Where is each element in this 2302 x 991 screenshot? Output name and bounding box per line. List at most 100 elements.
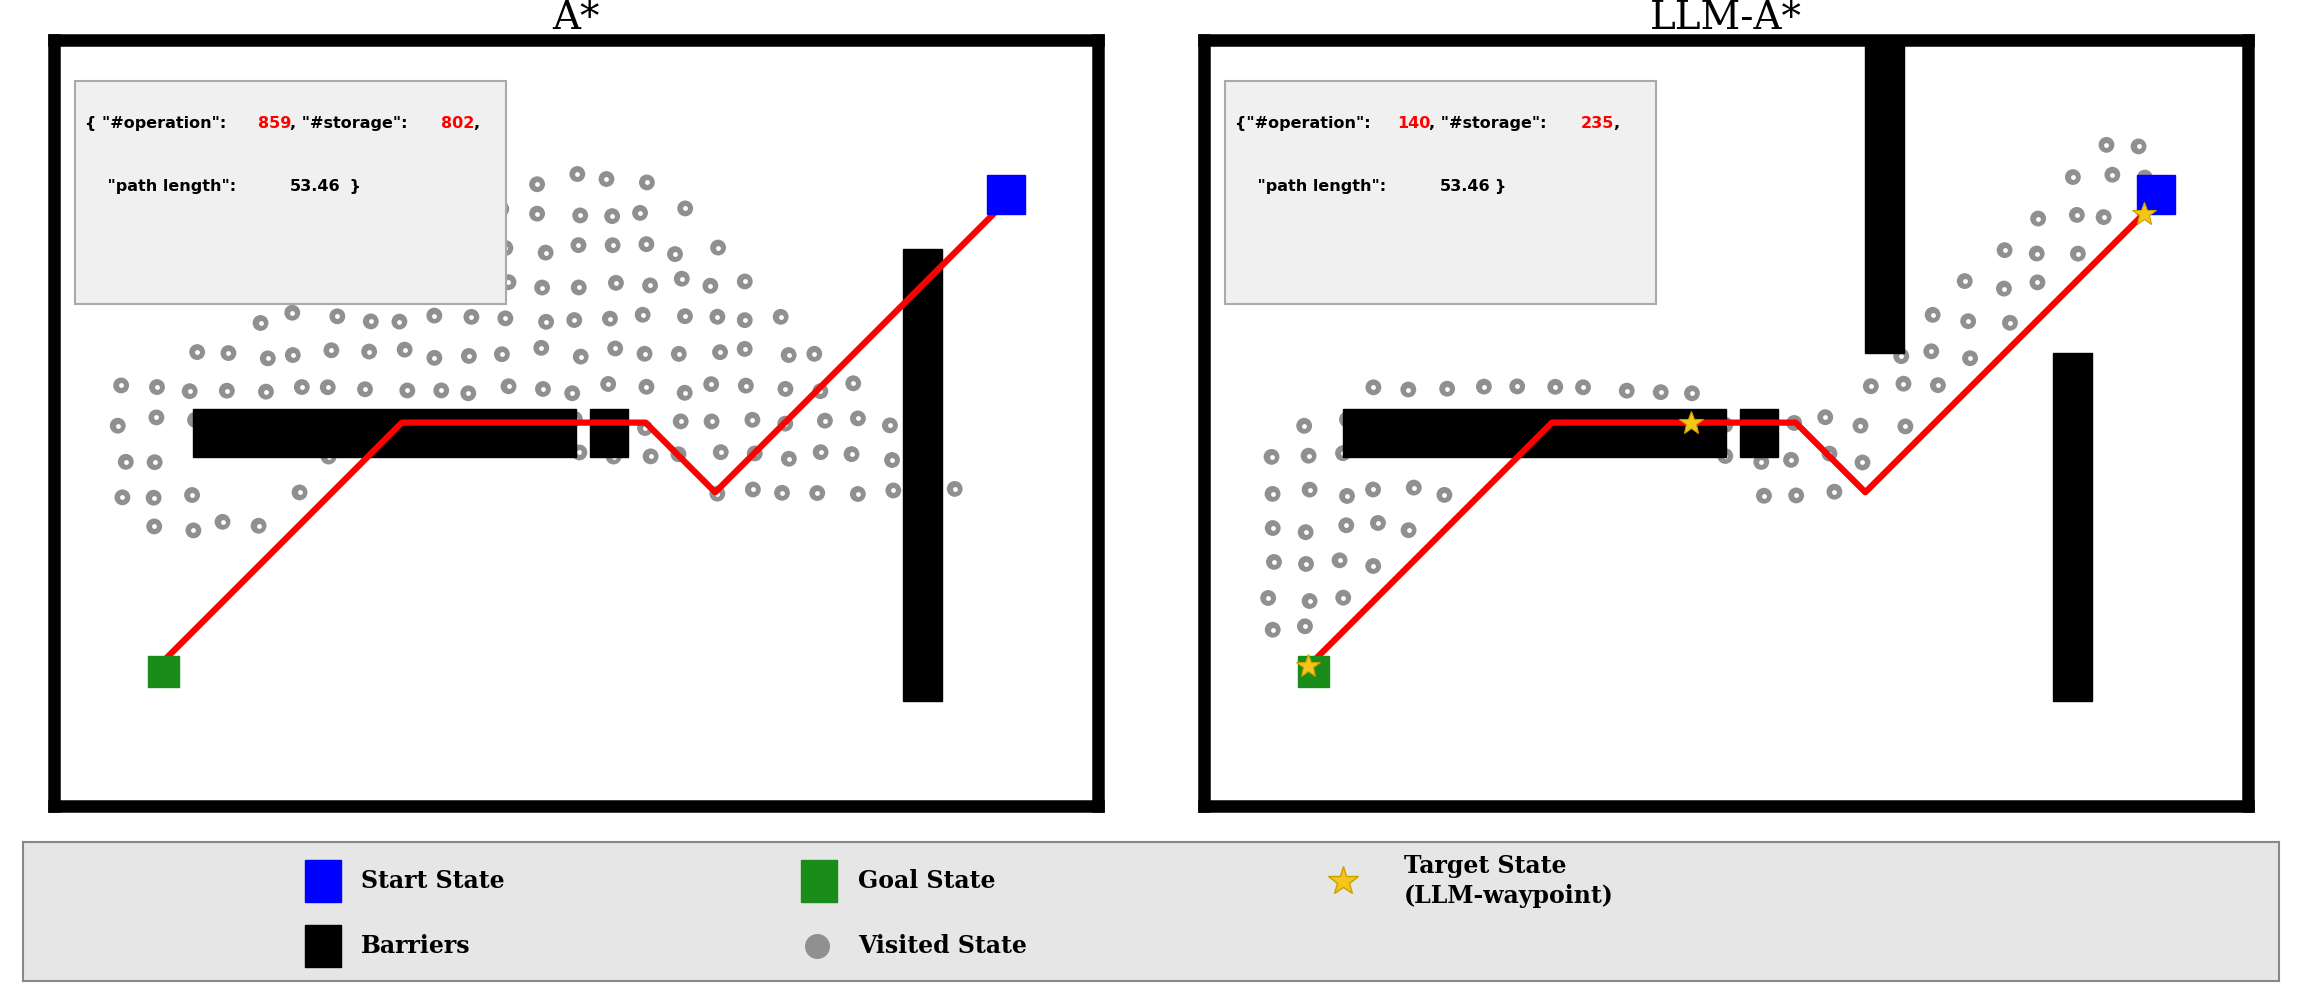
Point (382, 314, 419, 330)
Point (700, 240, 737, 256)
Point (1390, 413, 1427, 429)
Point (99, 418, 136, 434)
Point (205, 514, 242, 530)
Point (727, 378, 764, 393)
Point (387, 419, 424, 435)
Point (594, 208, 631, 224)
Point (559, 279, 596, 295)
Point (840, 486, 877, 501)
Point (104, 378, 140, 393)
Point (456, 410, 493, 426)
Point (2053, 169, 2090, 185)
Bar (304, 926, 341, 967)
Point (727, 312, 764, 328)
Point (108, 454, 145, 470)
Point (587, 171, 624, 187)
Point (702, 344, 739, 360)
Point (414, 273, 451, 288)
Point (453, 236, 490, 252)
Point (727, 274, 764, 289)
Text: Target State
(LLM-waypoint): Target State (LLM-waypoint) (1404, 854, 1614, 908)
Point (665, 385, 702, 400)
Point (1390, 413, 1427, 429)
Point (1255, 554, 1291, 570)
Point (1639, 418, 1676, 434)
Point (424, 383, 460, 398)
Point (2086, 209, 2122, 225)
Point (806, 412, 843, 428)
Point (628, 236, 665, 252)
Bar (2136, 175, 2175, 214)
Point (1390, 382, 1427, 397)
Point (1604, 412, 1641, 428)
Point (104, 378, 140, 393)
Point (596, 341, 633, 357)
Point (693, 413, 730, 429)
Point (762, 309, 799, 325)
Point (205, 514, 242, 530)
Point (1816, 484, 1853, 499)
Point (320, 308, 357, 324)
Point (1287, 618, 1324, 634)
Point (1427, 410, 1464, 426)
Point (350, 419, 387, 435)
Point (1885, 376, 1922, 391)
Point (138, 409, 175, 425)
Point (626, 346, 663, 362)
Point (1538, 379, 1575, 394)
Point (693, 277, 730, 293)
Point (350, 344, 387, 360)
Point (527, 314, 564, 330)
Point (628, 379, 665, 394)
Point (1991, 315, 2028, 331)
Point (449, 271, 486, 286)
Point (626, 346, 663, 362)
Point (283, 413, 320, 429)
Point (1812, 446, 1849, 462)
Point (274, 347, 311, 363)
Point (702, 444, 739, 460)
Point (1842, 417, 1878, 433)
Point (661, 446, 698, 462)
Point (488, 310, 525, 326)
Point (453, 309, 490, 325)
Point (1287, 556, 1324, 572)
Point (1915, 307, 1952, 323)
Point (488, 410, 525, 426)
Point (1287, 524, 1324, 540)
Point (771, 451, 808, 467)
Point (2060, 246, 2097, 262)
Bar (1865, 5, 1904, 353)
Point (380, 241, 417, 257)
Point (1291, 482, 1328, 497)
Point (308, 380, 345, 395)
Point (2019, 275, 2056, 290)
Point (283, 380, 320, 395)
Point (1913, 343, 1950, 359)
Point (1609, 383, 1646, 398)
Point (1328, 488, 1365, 503)
Point (1289, 448, 1326, 464)
Text: Visited State: Visited State (859, 935, 1027, 958)
Point (1987, 242, 2023, 258)
Point (801, 444, 838, 460)
Point (313, 278, 350, 294)
Point (840, 486, 877, 501)
Point (1812, 446, 1849, 462)
Point (527, 245, 564, 261)
Point (449, 205, 486, 221)
Point (668, 308, 704, 324)
Point (1775, 415, 1812, 431)
Point (1987, 280, 2023, 296)
Point (555, 385, 592, 401)
Point (840, 410, 877, 426)
Point (136, 490, 173, 505)
Point (700, 309, 737, 325)
Point (592, 410, 628, 426)
Point (806, 412, 843, 428)
Point (417, 350, 453, 366)
Point (594, 237, 631, 253)
Point (453, 309, 490, 325)
Point (734, 482, 771, 497)
Point (559, 166, 596, 182)
